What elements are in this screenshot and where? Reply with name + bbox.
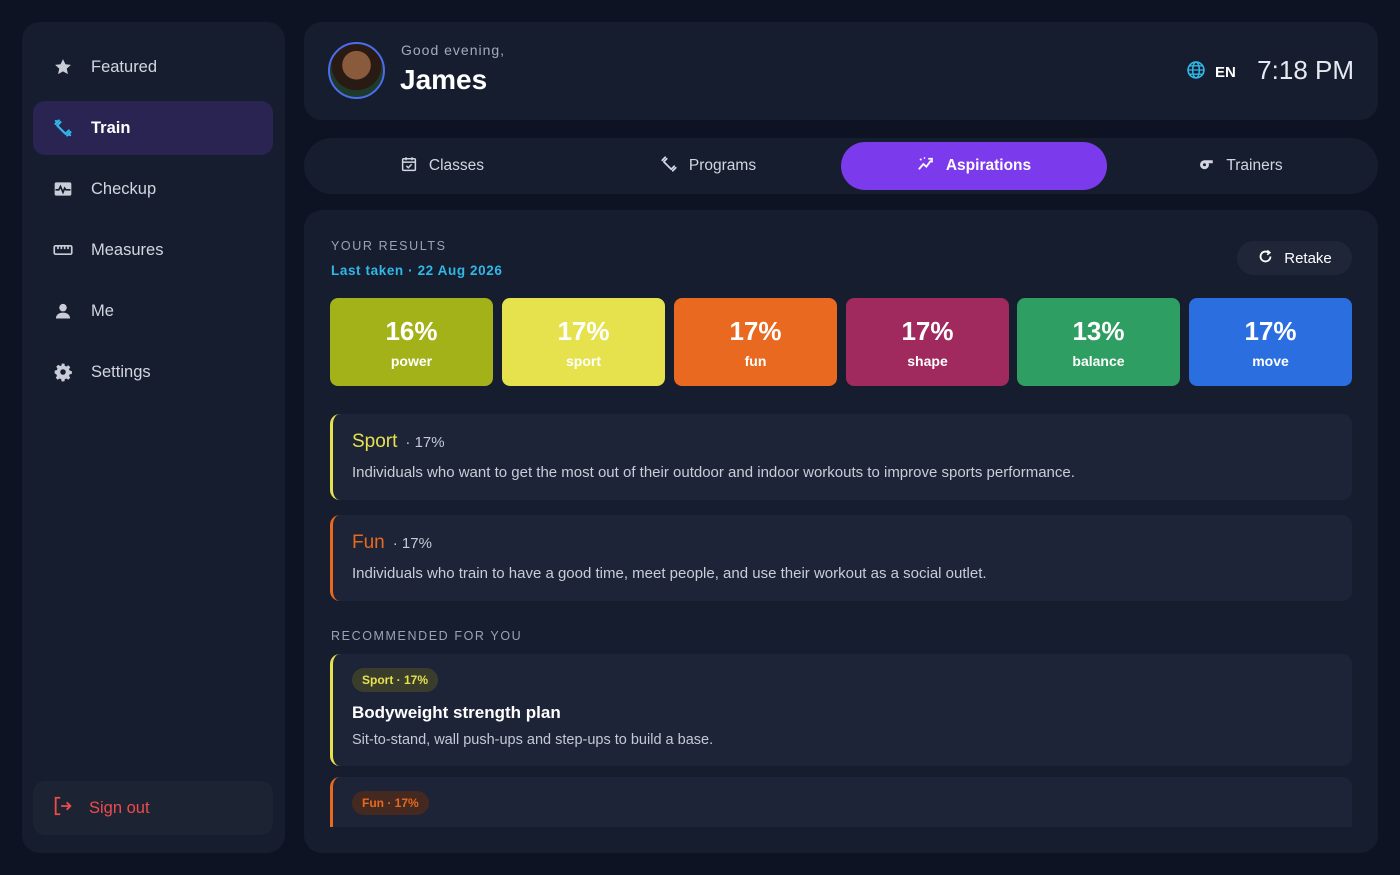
score-label: balance bbox=[1072, 352, 1125, 369]
calendar-check-icon bbox=[400, 155, 418, 178]
sign-out-icon bbox=[52, 795, 74, 822]
score-label: sport bbox=[566, 352, 601, 369]
language-selector[interactable]: EN bbox=[1186, 60, 1236, 84]
retake-button[interactable]: Retake bbox=[1237, 241, 1352, 275]
tab-label: Programs bbox=[688, 157, 757, 174]
tab-classes[interactable]: Classes bbox=[309, 142, 575, 190]
score-label: move bbox=[1252, 352, 1289, 369]
dumbbell-icon bbox=[660, 155, 678, 178]
recommendation-tag: Fun · 17% bbox=[352, 791, 429, 815]
sidebar-item-label: Train bbox=[91, 118, 131, 137]
retake-label: Retake bbox=[1284, 249, 1332, 267]
sidebar-item-me[interactable]: Me bbox=[33, 284, 273, 338]
sidebar-item-label: Me bbox=[91, 301, 114, 320]
user-icon bbox=[52, 300, 74, 322]
aspiration-percent: · 17% bbox=[405, 434, 445, 451]
greeting-text: Good evening, bbox=[401, 42, 506, 58]
clock: 7:18 PM bbox=[1257, 55, 1354, 85]
dumbbell-icon bbox=[52, 117, 74, 139]
aspiration-percent: · 17% bbox=[392, 535, 432, 552]
aspiration-description-fun: Fun · 17% Individuals who train to have … bbox=[330, 515, 1352, 601]
results-panel: YOUR RESULTS Last taken · 22 Aug 2026 Re… bbox=[304, 210, 1378, 853]
aspiration-description: Individuals who want to get the most out… bbox=[352, 464, 1075, 481]
recommendation-title: Bodyweight strength plan bbox=[352, 703, 561, 722]
tab-programs[interactable]: Programs bbox=[575, 142, 841, 190]
recommendation-description: Sit-to-stand, wall push-ups and step-ups… bbox=[352, 732, 714, 748]
tab-aspirations[interactable]: Aspirations bbox=[841, 142, 1107, 190]
sign-out-label: Sign out bbox=[89, 798, 150, 817]
sidebar-item-featured[interactable]: Featured bbox=[33, 40, 273, 94]
score-percent: 17% bbox=[729, 315, 782, 346]
sidebar-item-label: Featured bbox=[91, 57, 158, 76]
recommendation-tag: Sport · 17% bbox=[352, 668, 439, 692]
sidebar-item-settings[interactable]: Settings bbox=[33, 345, 273, 399]
score-percent: 16% bbox=[385, 315, 438, 346]
sidebar-item-label: Settings bbox=[91, 362, 151, 381]
gear-icon bbox=[52, 361, 74, 383]
globe-icon bbox=[1186, 60, 1206, 84]
score-percent: 13% bbox=[1072, 315, 1125, 346]
sidebar: Featured Train Checkup Measures Me Setti… bbox=[22, 22, 285, 853]
score-card-shape[interactable]: 17% shape bbox=[846, 298, 1009, 386]
sign-out-button[interactable]: Sign out bbox=[33, 781, 273, 835]
recommendation-card[interactable]: Sport · 17% Bodyweight strength plan Sit… bbox=[330, 654, 1352, 766]
tab-bar: Classes Programs Aspirations Trainers bbox=[304, 138, 1378, 194]
results-section-label: YOUR RESULTS bbox=[331, 239, 447, 253]
recommended-section-label: RECOMMENDED FOR YOU bbox=[331, 629, 523, 643]
whistle-icon bbox=[1197, 155, 1215, 178]
score-card-balance[interactable]: 13% balance bbox=[1017, 298, 1180, 386]
score-label: fun bbox=[744, 352, 767, 369]
last-taken-text: Last taken · 22 Aug 2026 bbox=[331, 263, 503, 278]
aspiration-name: Sport bbox=[352, 431, 398, 452]
tab-trainers[interactable]: Trainers bbox=[1107, 142, 1373, 190]
score-card-power[interactable]: 16% power bbox=[330, 298, 493, 386]
score-label: power bbox=[390, 352, 433, 369]
ruler-icon bbox=[52, 239, 74, 261]
score-card-move[interactable]: 17% move bbox=[1189, 298, 1352, 386]
sidebar-item-label: Measures bbox=[91, 240, 164, 259]
avatar[interactable] bbox=[328, 42, 385, 99]
score-percent: 17% bbox=[1244, 315, 1297, 346]
heartbeat-icon bbox=[52, 178, 74, 200]
sidebar-item-checkup[interactable]: Checkup bbox=[33, 162, 273, 216]
star-icon bbox=[52, 56, 74, 78]
trend-icon bbox=[917, 155, 935, 178]
tab-label: Aspirations bbox=[945, 157, 1032, 174]
score-card-fun[interactable]: 17% fun bbox=[674, 298, 837, 386]
tab-label: Classes bbox=[428, 157, 485, 174]
score-percent: 17% bbox=[557, 315, 610, 346]
aspiration-description: Individuals who train to have a good tim… bbox=[352, 565, 987, 582]
score-percent: 17% bbox=[901, 315, 954, 346]
sidebar-item-label: Checkup bbox=[91, 179, 157, 198]
score-card-sport[interactable]: 17% sport bbox=[502, 298, 665, 386]
aspiration-name: Fun bbox=[352, 532, 385, 553]
tab-label: Trainers bbox=[1226, 157, 1283, 174]
header: Good evening, James EN 7:18 PM bbox=[304, 22, 1378, 120]
aspiration-description-sport: Sport · 17% Individuals who want to get … bbox=[330, 414, 1352, 500]
scroll-mask bbox=[304, 827, 1378, 853]
sidebar-item-measures[interactable]: Measures bbox=[33, 223, 273, 277]
user-name: James bbox=[400, 64, 488, 95]
refresh-icon bbox=[1257, 248, 1274, 269]
language-label: EN bbox=[1215, 63, 1236, 81]
sidebar-item-train[interactable]: Train bbox=[33, 101, 273, 155]
score-label: shape bbox=[907, 352, 948, 369]
